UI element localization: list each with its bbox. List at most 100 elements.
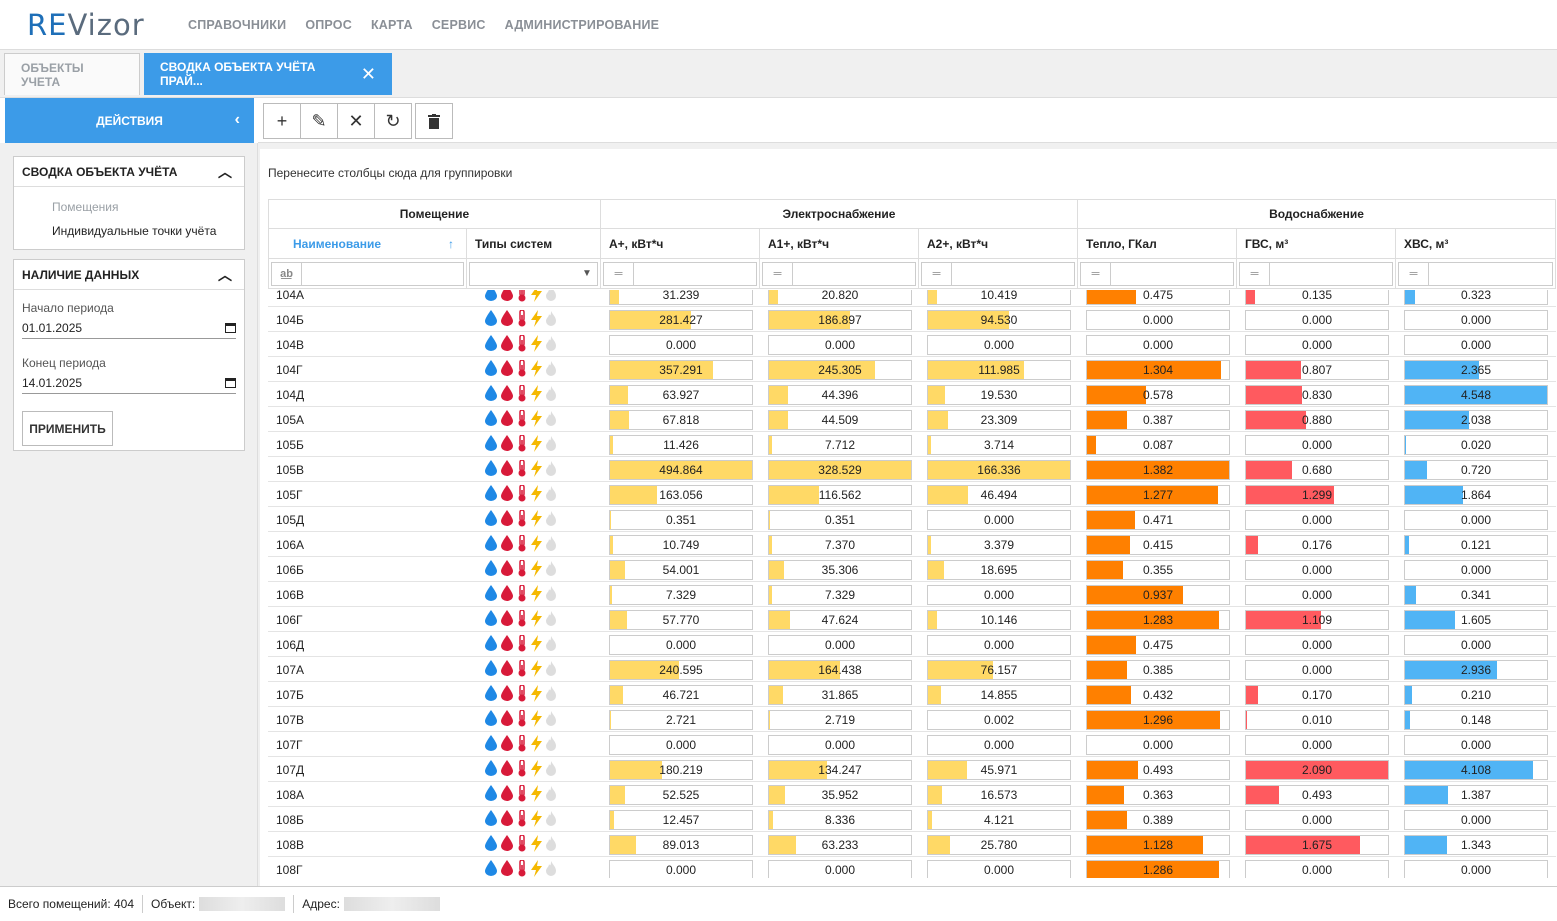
system-types-cell bbox=[467, 657, 601, 682]
summary-box-header[interactable]: СВОДКА ОБЪЕКТА УЧЁТА ︿ bbox=[14, 157, 244, 187]
menu-item-polling[interactable]: ОПРОС bbox=[305, 18, 352, 32]
data-grid-body[interactable]: 104А 31.239 20.820 10.419 0.475 0.135 0.323 104… bbox=[268, 290, 1556, 878]
equals-icon[interactable]: ═ bbox=[763, 262, 793, 285]
value-cell-heat: 0.000 bbox=[1078, 307, 1237, 332]
chevron-down-icon[interactable]: ▼ bbox=[582, 268, 592, 279]
refresh-button[interactable]: ↻ bbox=[374, 103, 412, 139]
filter-hvs-input[interactable]: ═ bbox=[1398, 261, 1553, 286]
equals-icon[interactable]: ═ bbox=[1399, 262, 1429, 285]
filter-a2-input[interactable]: ═ bbox=[921, 261, 1075, 286]
cancel-button[interactable]: ✕ bbox=[337, 103, 375, 139]
table-row[interactable]: 104В 0.000 0.000 0.000 0.000 0.000 0.000 bbox=[268, 332, 1556, 357]
nav-link-metering-points[interactable]: Индивидуальные точки учёта bbox=[52, 224, 217, 238]
text-filter-icon[interactable]: a͟b bbox=[272, 262, 302, 285]
value-bar bbox=[769, 610, 790, 629]
value-cell-hvs: 4.548 bbox=[1396, 382, 1555, 407]
tab-accounting-objects[interactable]: ОБЪЕКТЫ УЧЕТА bbox=[4, 53, 140, 95]
table-row[interactable]: 106Д 0.000 0.000 0.000 0.475 0.000 0.000 bbox=[268, 632, 1556, 657]
value-text: 10.146 bbox=[980, 612, 1018, 627]
value-cell-a: 0.351 bbox=[601, 507, 760, 532]
value-bar bbox=[1405, 835, 1447, 854]
edit-button[interactable]: ✎ bbox=[300, 103, 338, 139]
chevron-up-icon[interactable]: ︿ bbox=[218, 163, 232, 180]
end-period-field[interactable]: 14.01.2025 bbox=[22, 372, 236, 394]
menu-item-admin[interactable]: АДМИНИСТРИРОВАНИЕ bbox=[504, 18, 660, 32]
column-header-name[interactable]: Наименование ↑ bbox=[268, 229, 467, 259]
table-row[interactable]: 105Г 163.056 116.562 46.494 1.277 1.299 1.864 bbox=[268, 482, 1556, 507]
filter-types-select[interactable]: ▼ bbox=[469, 261, 598, 286]
column-header-heat[interactable]: Тепло, ГКал bbox=[1078, 229, 1237, 259]
filter-a-input[interactable]: ═ bbox=[603, 261, 757, 286]
filter-a1-input[interactable]: ═ bbox=[762, 261, 916, 286]
value-cell-hvs: 0.148 bbox=[1396, 707, 1555, 732]
column-header-gvs[interactable]: ГВС, м³ bbox=[1237, 229, 1396, 259]
calendar-icon[interactable] bbox=[225, 377, 236, 388]
add-button[interactable]: + bbox=[263, 103, 301, 139]
table-row[interactable]: 107Д 180.219 134.247 45.971 0.493 2.090 4.108 bbox=[268, 757, 1556, 782]
tab-object-summary[interactable]: СВОДКА ОБЪЕКТА УЧЁТА ПРАЙ... ✕ bbox=[144, 53, 392, 95]
close-icon[interactable]: ✕ bbox=[360, 64, 376, 84]
hot-water-icon bbox=[501, 290, 513, 304]
column-header-a[interactable]: А+, кВт*ч bbox=[601, 229, 760, 259]
delete-button[interactable] bbox=[415, 103, 453, 139]
column-header-a1[interactable]: А1+, кВт*ч bbox=[760, 229, 919, 259]
equals-icon[interactable]: ═ bbox=[1240, 262, 1270, 285]
table-row[interactable]: 108Б 12.457 8.336 4.121 0.389 0.000 0.000 bbox=[268, 807, 1556, 832]
filter-heat-input[interactable]: ═ bbox=[1080, 261, 1234, 286]
actions-button[interactable]: ДЕЙСТВИЯ ‹ bbox=[5, 98, 254, 143]
app-logo[interactable]: REVizor bbox=[27, 8, 145, 42]
chevron-left-icon[interactable]: ‹ bbox=[234, 111, 240, 128]
column-header-types[interactable]: Типы систем bbox=[467, 229, 601, 259]
equals-icon[interactable]: ═ bbox=[604, 262, 634, 285]
table-row[interactable]: 107А 240.595 164.438 76.157 0.385 0.000 2.936 bbox=[268, 657, 1556, 682]
value-text: 4.548 bbox=[1460, 387, 1492, 402]
chevron-up-icon[interactable]: ︿ bbox=[218, 266, 232, 283]
table-row[interactable]: 108Г 0.000 0.000 0.000 1.286 0.000 0.000 bbox=[268, 857, 1556, 878]
value-bar bbox=[1405, 585, 1416, 604]
value-bar bbox=[769, 785, 785, 804]
table-row[interactable]: 105В 494.864 328.529 166.336 1.382 0.680 0.720 bbox=[268, 457, 1556, 482]
menu-item-service[interactable]: СЕРВИС bbox=[431, 18, 486, 32]
table-row[interactable]: 104Д 63.927 44.396 19.530 0.578 0.830 4.548 bbox=[268, 382, 1556, 407]
value-bar bbox=[1405, 535, 1409, 554]
table-row[interactable]: 104А 31.239 20.820 10.419 0.475 0.135 0.323 bbox=[268, 290, 1556, 307]
equals-icon[interactable]: ═ bbox=[1081, 262, 1111, 285]
table-row[interactable]: 108В 89.013 63.233 25.780 1.128 1.675 1.343 bbox=[268, 832, 1556, 857]
value-cell-gvs: 1.675 bbox=[1237, 832, 1396, 857]
menu-item-map[interactable]: КАРТА bbox=[370, 18, 413, 32]
table-row[interactable]: 107Б 46.721 31.865 14.855 0.432 0.170 0.210 bbox=[268, 682, 1556, 707]
filter-gvs-input[interactable]: ═ bbox=[1239, 261, 1393, 286]
nav-link-rooms[interactable]: Помещения bbox=[52, 200, 119, 214]
table-row[interactable]: 106А 10.749 7.370 3.379 0.415 0.176 0.121 bbox=[268, 532, 1556, 557]
table-row[interactable]: 106Б 54.001 35.306 18.695 0.355 0.000 0.000 bbox=[268, 557, 1556, 582]
value-bar bbox=[1246, 485, 1335, 504]
apply-button[interactable]: ПРИМЕНИТЬ bbox=[22, 411, 113, 446]
menu-item-directories[interactable]: СПРАВОЧНИКИ bbox=[188, 18, 287, 32]
value-bar-box: 57.770 bbox=[609, 609, 753, 630]
value-bar-box: 10.146 bbox=[927, 609, 1071, 630]
data-availability-header[interactable]: НАЛИЧИЕ ДАННЫХ ︿ bbox=[14, 260, 244, 290]
left-panel: СВОДКА ОБЪЕКТА УЧЁТА ︿ Помещения Индивид… bbox=[0, 143, 258, 886]
equals-icon[interactable]: ═ bbox=[922, 262, 952, 285]
calendar-icon[interactable] bbox=[225, 322, 236, 333]
table-row[interactable]: 106В 7.329 7.329 0.000 0.937 0.000 0.341 bbox=[268, 582, 1556, 607]
value-bar bbox=[1087, 385, 1147, 404]
start-period-field[interactable]: 01.01.2025 bbox=[22, 317, 236, 339]
table-row[interactable]: 105А 67.818 44.509 23.309 0.387 0.880 2.038 bbox=[268, 407, 1556, 432]
value-text: 0.432 bbox=[1142, 687, 1174, 702]
table-row[interactable]: 106Г 57.770 47.624 10.146 1.283 1.109 1.605 bbox=[268, 607, 1556, 632]
value-bar bbox=[928, 535, 931, 554]
table-row[interactable]: 104Г 357.291 245.305 111.985 1.304 0.807 2.365 bbox=[268, 357, 1556, 382]
table-row[interactable]: 107Г 0.000 0.000 0.000 0.000 0.000 0.000 bbox=[268, 732, 1556, 757]
column-header-hvs[interactable]: ХВС, м³ bbox=[1396, 229, 1556, 259]
value-text: 163.056 bbox=[659, 487, 703, 502]
column-header-a2[interactable]: А2+, кВт*ч bbox=[919, 229, 1078, 259]
value-text: 0.000 bbox=[1460, 512, 1492, 527]
table-row[interactable]: 105Д 0.351 0.351 0.000 0.471 0.000 0.000 bbox=[268, 507, 1556, 532]
table-row[interactable]: 107В 2.721 2.719 0.002 1.296 0.010 0.148 bbox=[268, 707, 1556, 732]
sort-up-icon[interactable]: ↑ bbox=[448, 236, 454, 251]
table-row[interactable]: 104Б 281.427 186.897 94.530 0.000 0.000 0.000 bbox=[268, 307, 1556, 332]
filter-name-input[interactable]: a͟b bbox=[271, 261, 464, 286]
table-row[interactable]: 105Б 11.426 7.712 3.714 0.087 0.000 0.020 bbox=[268, 432, 1556, 457]
table-row[interactable]: 108А 52.525 35.952 16.573 0.363 0.493 1.387 bbox=[268, 782, 1556, 807]
